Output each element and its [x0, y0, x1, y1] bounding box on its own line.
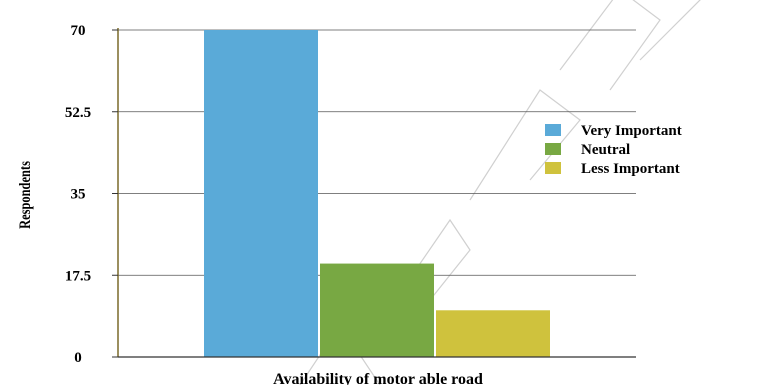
watermark-stroke — [469, 89, 581, 201]
legend-label: Neutral — [581, 142, 630, 158]
legend-label: Very Important — [581, 123, 682, 139]
x-axis-title: Availability of motor able road — [273, 371, 483, 385]
y-tick-label: 0 — [74, 350, 82, 366]
axes — [117, 28, 636, 358]
watermark-stroke — [559, 0, 661, 91]
legend-swatch — [545, 124, 561, 136]
legend: Very Important Neutral Less Important — [545, 123, 682, 177]
legend-swatch — [545, 143, 561, 155]
watermark-stroke — [639, 0, 701, 61]
y-axis-title: Respondents — [17, 161, 35, 229]
y-tick-labels: 0 17.5 35 52.5 70 — [65, 23, 118, 366]
legend-swatch — [545, 162, 561, 174]
y-tick-label: 52.5 — [65, 105, 91, 121]
y-tick-label: 17.5 — [65, 268, 91, 284]
y-tick-label: 35 — [71, 187, 86, 203]
bars — [204, 30, 550, 357]
bar-less-important — [436, 310, 550, 357]
bar-very-important — [204, 30, 318, 357]
bar-neutral — [320, 263, 434, 357]
y-tick-label: 70 — [71, 23, 86, 39]
legend-label: Less Important — [581, 161, 680, 177]
